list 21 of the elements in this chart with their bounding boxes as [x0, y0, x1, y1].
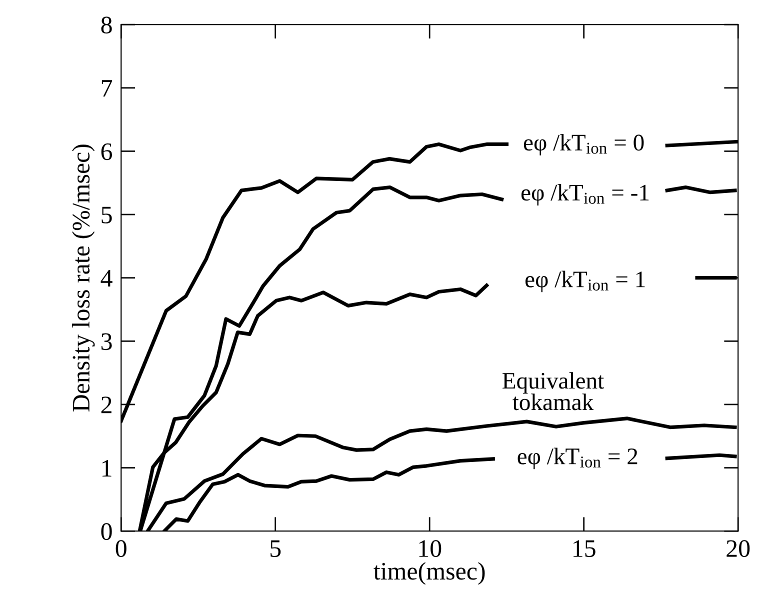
y-tick-label: 4 — [100, 270, 112, 287]
y-tick-label: 1 — [102, 460, 112, 476]
x-axis-title: time(msec) — [374, 562, 485, 585]
y-axis-title: Density loss rate (%/msec) — [72, 144, 95, 412]
y-tick-label: 8 — [101, 16, 112, 34]
x-tick-label: 0 — [116, 540, 126, 558]
y-tick-label: 6 — [101, 143, 112, 160]
series-label: eφ /kT$_{ion}$ = -1 — [521, 184, 649, 206]
y-tick-label: 7 — [102, 80, 112, 97]
y-tick-label: 3 — [101, 333, 112, 350]
series-label: eφ /kT$_{ion}$ = 0 — [524, 134, 644, 156]
x-tick-label: 20 — [726, 540, 750, 558]
y-tick-label: 5 — [102, 206, 112, 224]
x-tick-label: 5 — [270, 540, 281, 558]
series-label: eφ /kT$_{ion}$ = 2 — [518, 448, 638, 470]
series-label: Equivalent tokamak — [502, 372, 604, 410]
y-tick-label: 0 — [101, 523, 112, 540]
series-label: eφ /kT$_{ion}$ = 1 — [526, 270, 645, 292]
x-tick-label: 10 — [419, 540, 442, 558]
y-tick-label: 2 — [101, 396, 112, 414]
x-tick-label: 15 — [574, 540, 596, 558]
